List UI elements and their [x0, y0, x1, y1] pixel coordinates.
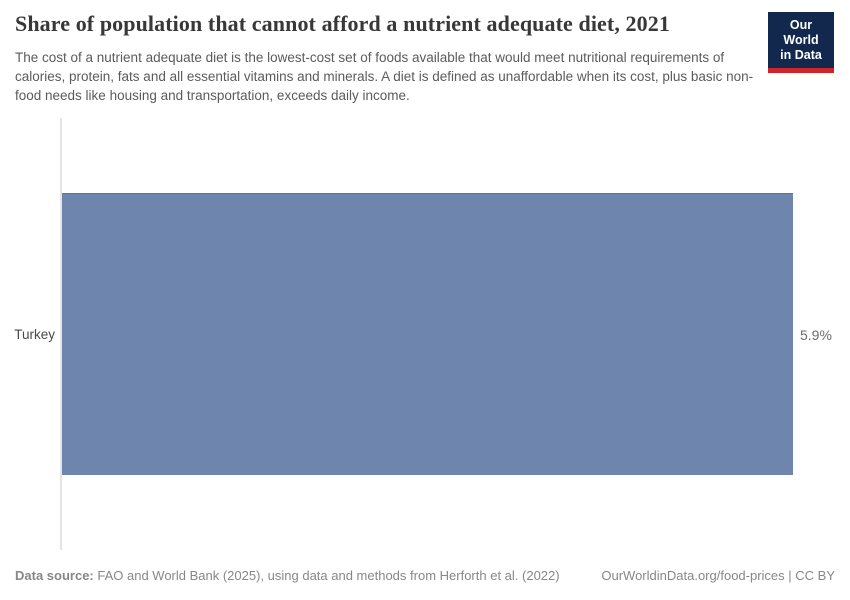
owid-logo-accent-bar [768, 68, 834, 73]
bar-turkey[interactable] [62, 193, 793, 475]
chart-title: Share of population that cannot afford a… [15, 11, 670, 36]
owid-logo[interactable]: Our World in Data [768, 12, 834, 73]
data-source-text: FAO and World Bank (2025), using data an… [93, 568, 560, 583]
data-source-note: Data source: FAO and World Bank (2025), … [15, 568, 560, 583]
data-source-label: Data source: [15, 568, 94, 583]
chart-subtitle: The cost of a nutrient adequate diet is … [15, 50, 754, 103]
chart-footer: Data source: FAO and World Bank (2025), … [15, 568, 835, 583]
owid-logo-line1: Our World [783, 18, 819, 47]
owid-logo-line2: in Data [780, 48, 822, 62]
entity-label-turkey: Turkey [14, 327, 55, 342]
y-axis-line [60, 118, 62, 550]
value-label-turkey: 5.9% [800, 327, 832, 343]
owid-logo-text: Our World in Data [768, 12, 834, 68]
license-link[interactable]: OurWorldinData.org/food-prices | CC BY [601, 568, 835, 583]
